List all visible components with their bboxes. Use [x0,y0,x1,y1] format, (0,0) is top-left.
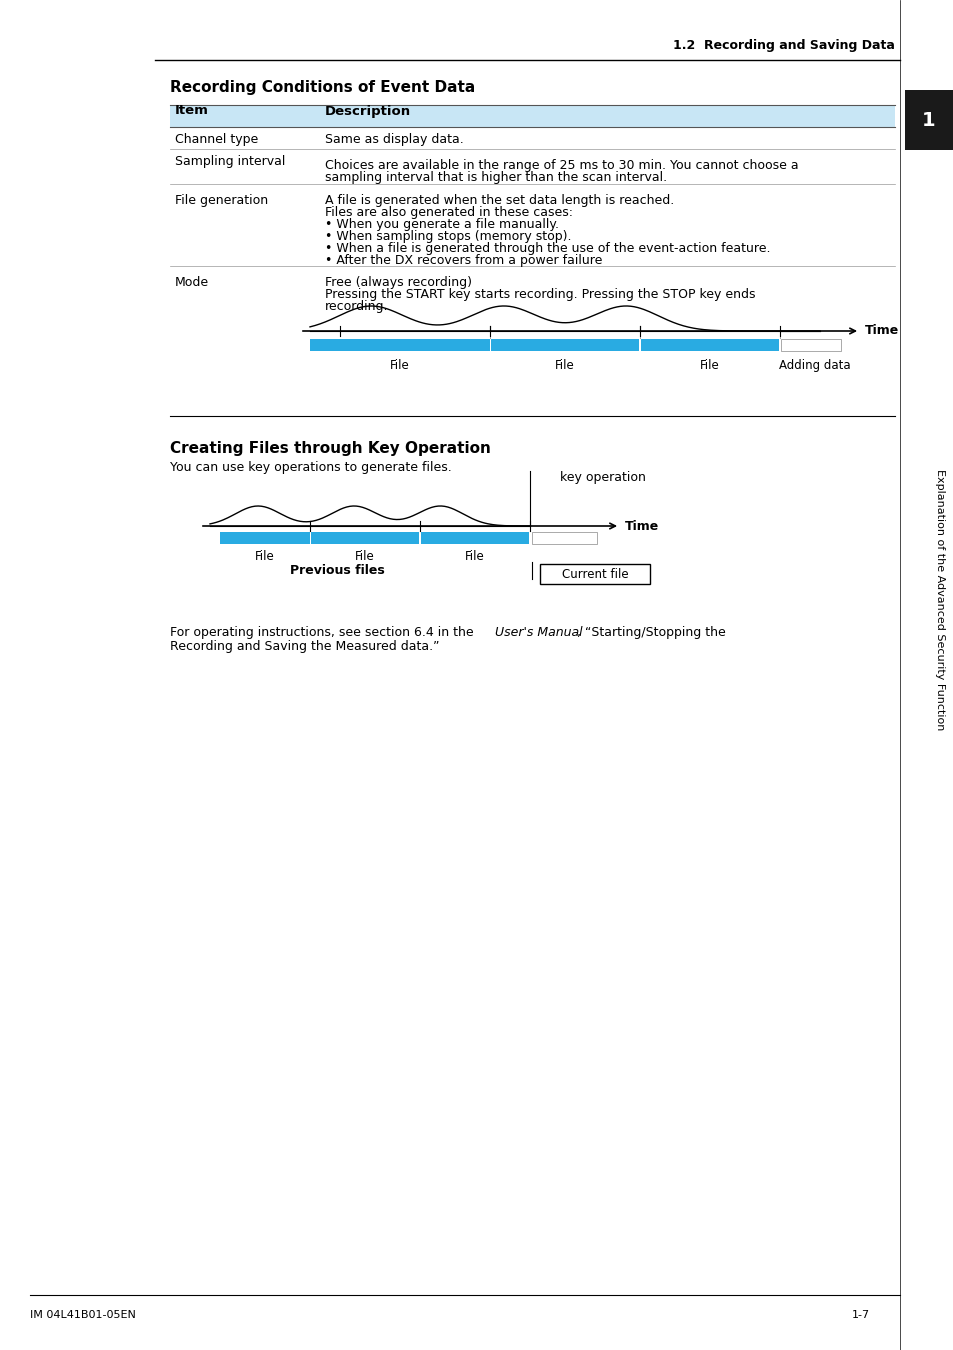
Text: recording.: recording. [325,300,388,313]
Bar [491,339,639,351]
Text: key operation: key operation [559,471,645,485]
Text: Free (always recording): Free (always recording) [325,275,472,289]
Text: Pressing the START key starts recording. Pressing the STOP key ends: Pressing the START key starts recording.… [325,288,755,301]
Text: File: File [555,359,575,373]
Bar [311,532,418,544]
Text: Recording and Saving the Measured data.”: Recording and Saving the Measured data.” [170,640,439,653]
Text: A file is generated when the set data length is reached.: A file is generated when the set data le… [325,194,674,207]
Text: • When you generate a file manually.: • When you generate a file manually. [325,217,558,231]
Text: Channel type: Channel type [174,132,258,146]
Bar [904,90,953,150]
Text: • When a file is generated through the use of the event-action feature.: • When a file is generated through the u… [325,242,770,255]
Text: File: File [465,549,484,563]
Text: Explanation of the Advanced Security Function: Explanation of the Advanced Security Fun… [934,470,944,730]
Text: Files are also generated in these cases:: Files are also generated in these cases: [325,207,573,219]
Text: Adding data: Adding data [779,359,850,373]
Text: You can use key operations to generate files.: You can use key operations to generate f… [170,460,452,474]
Text: User's Manual: User's Manual [495,626,582,639]
Text: Current file: Current file [561,567,628,580]
Text: Same as display data.: Same as display data. [325,132,463,146]
Text: Description: Description [325,104,411,117]
Text: IM 04L41B01-05EN: IM 04L41B01-05EN [30,1310,135,1320]
Text: • When sampling stops (memory stop).: • When sampling stops (memory stop). [325,230,571,243]
Text: Recording Conditions of Event Data: Recording Conditions of Event Data [170,80,475,94]
Text: File generation: File generation [174,194,268,207]
Text: Mode: Mode [174,275,209,289]
Text: Previous files: Previous files [290,564,385,576]
FancyBboxPatch shape [539,564,649,585]
Text: File: File [390,359,410,373]
Bar [220,532,310,544]
Bar [781,339,841,351]
Text: File: File [700,359,720,373]
Text: 1: 1 [922,111,935,130]
Text: For operating instructions, see section 6.4 in the: For operating instructions, see section … [170,626,477,639]
Bar [640,339,779,351]
Text: Time: Time [624,520,659,532]
Bar [310,339,490,351]
Bar [420,532,529,544]
Text: Creating Files through Key Operation: Creating Files through Key Operation [170,441,491,456]
Text: 1-7: 1-7 [851,1310,869,1320]
Text: • After the DX recovers from a power failure: • After the DX recovers from a power fai… [325,254,601,267]
Text: , “Starting/Stopping the: , “Starting/Stopping the [577,626,725,639]
Text: Item: Item [174,104,209,117]
Bar [170,105,894,127]
Text: File: File [254,549,274,563]
Bar [904,0,953,1350]
Text: 1.2  Recording and Saving Data: 1.2 Recording and Saving Data [673,39,894,51]
Bar [532,532,597,544]
Text: Sampling interval: Sampling interval [174,154,285,167]
Text: Time: Time [864,324,899,338]
Text: sampling interval that is higher than the scan interval.: sampling interval that is higher than th… [325,171,666,184]
Text: Choices are available in the range of 25 ms to 30 min. You cannot choose a: Choices are available in the range of 25… [325,159,798,171]
Text: File: File [355,549,375,563]
